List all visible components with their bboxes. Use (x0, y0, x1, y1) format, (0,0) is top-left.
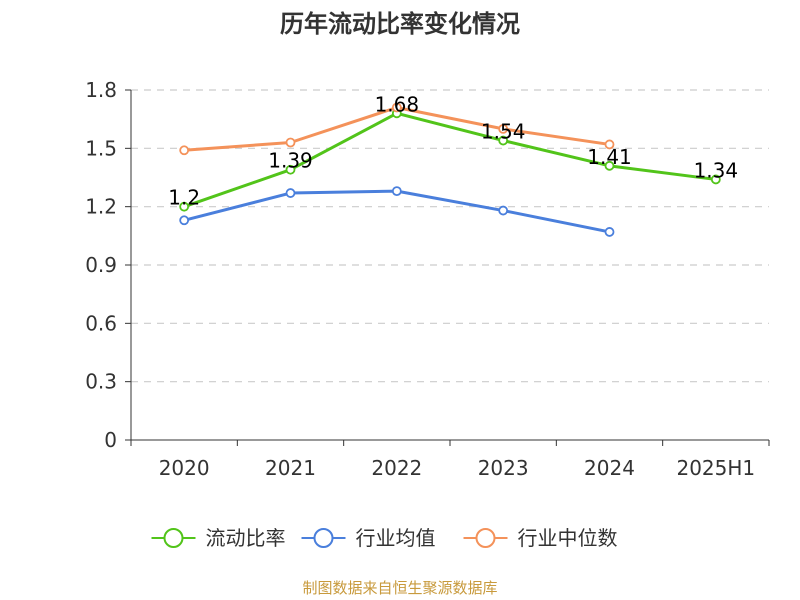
data-label: 1.39 (268, 149, 313, 173)
data-point (285, 164, 296, 175)
legend-swatch-marker (163, 528, 184, 548)
legend-item[interactable]: 行业中位数 (463, 526, 618, 550)
data-point (498, 123, 509, 134)
series-lines (179, 102, 721, 237)
data-point (391, 102, 402, 113)
grid-lines (131, 89, 769, 383)
data-point (285, 137, 296, 148)
data-point (391, 186, 402, 197)
source-note: 制图数据来自恒生聚源数据库 (302, 579, 497, 597)
data-point (285, 188, 296, 198)
data-label: 1.68 (375, 92, 420, 116)
series-line (182, 111, 718, 209)
data-point (710, 174, 721, 185)
legend-item[interactable]: 流动比率 (151, 526, 286, 550)
data-point (604, 160, 615, 171)
x-tick-label: 2020 (159, 456, 210, 480)
y-tick-label: 0.6 (85, 311, 117, 335)
legend-label: 流动比率 (206, 526, 286, 550)
x-tick-label: 2022 (371, 456, 422, 480)
data-point (179, 145, 190, 156)
data-point (604, 139, 615, 150)
y-tick-label: 0.3 (85, 370, 117, 394)
data-labels: 1.2 1.39 1.68 1.54 1.41 1.34 (168, 92, 738, 209)
data-label: 1.2 (168, 186, 200, 210)
data-point (498, 135, 509, 146)
legend-swatch-marker (475, 528, 496, 548)
chart-title: 历年流动比率变化情况 (280, 10, 520, 38)
data-label: 1.54 (481, 120, 526, 144)
data-point (604, 227, 615, 237)
y-tick-label: 1.2 (85, 195, 117, 219)
data-point (179, 201, 190, 212)
data-point (179, 215, 190, 226)
legend-swatch-marker (313, 528, 334, 548)
x-tick-label: 2021 (265, 456, 316, 480)
data-label: 1.41 (587, 145, 632, 169)
data-label: 1.34 (694, 158, 739, 182)
y-tick-label: 0 (104, 428, 117, 452)
legend-label: 行业中位数 (518, 526, 618, 550)
x-tick-label: 2023 (478, 456, 529, 480)
y-tick-label: 0.9 (85, 253, 117, 277)
legend-label: 行业均值 (356, 526, 436, 550)
x-tick-label: 2025H1 (676, 456, 755, 480)
y-tick-label: 1.5 (85, 136, 117, 160)
legend-item[interactable]: 行业均值 (301, 526, 436, 550)
axes: 0 0.3 0.6 0.9 1.2 1.5 1.8 2020 2021 2022 2023 2024 2… (85, 78, 770, 480)
y-tick-label: 1.8 (85, 78, 117, 102)
legend[interactable]: 流动比率 行业均值 行业中位数 (151, 526, 618, 550)
x-tick-label: 2024 (584, 456, 635, 480)
data-point (498, 205, 509, 216)
series-line (182, 189, 611, 234)
